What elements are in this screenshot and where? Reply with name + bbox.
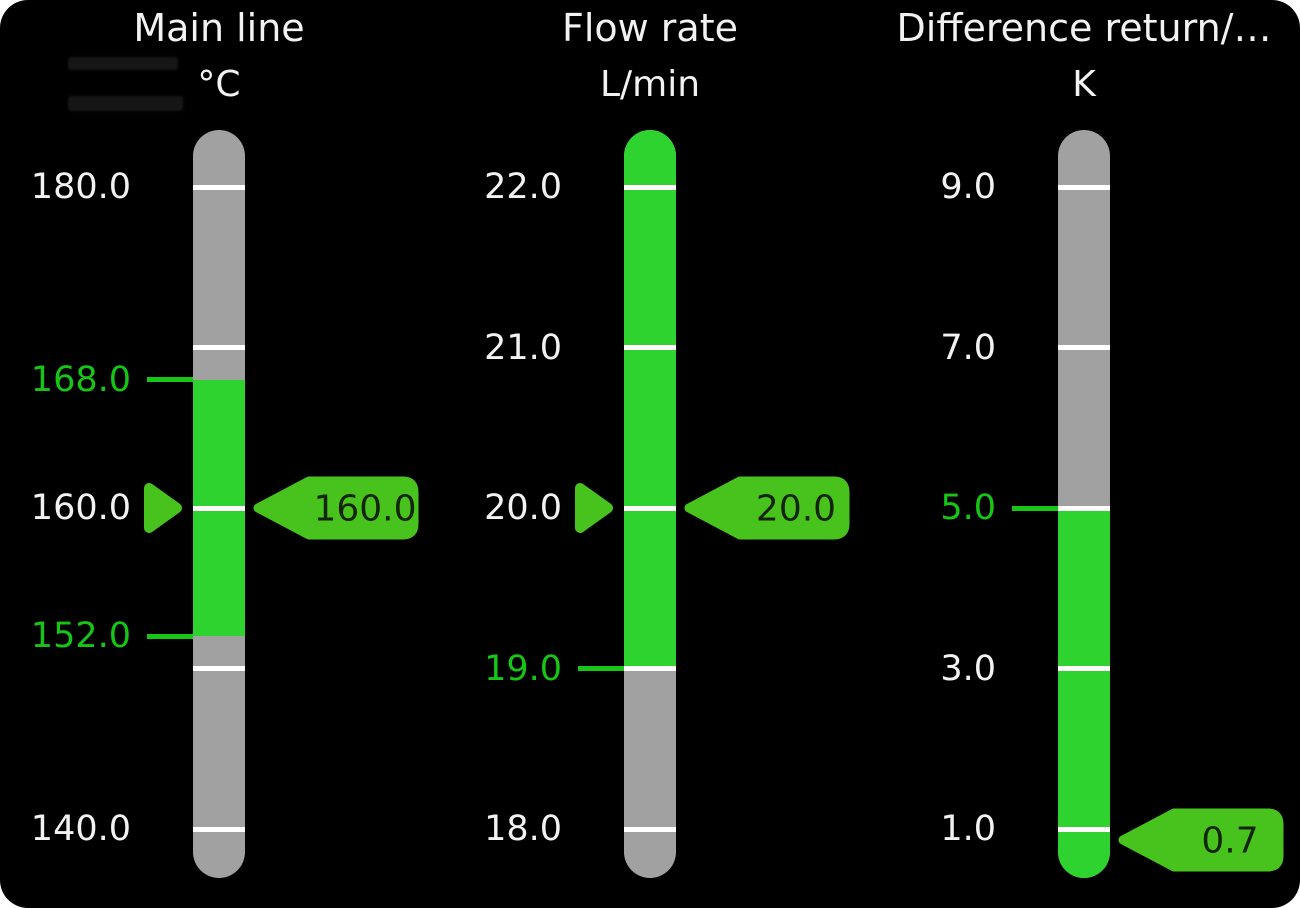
scale-tick xyxy=(193,345,245,350)
scale-tick-label: 160.0 xyxy=(30,488,131,528)
limit-marker-line xyxy=(1012,505,1058,511)
limit-marker-line xyxy=(147,377,193,383)
value-badge-text: 160.0 xyxy=(313,489,416,530)
scale-tick-label: 9.0 xyxy=(940,167,996,207)
limit-marker-line xyxy=(147,633,193,639)
scale-tick xyxy=(1058,345,1110,350)
limit-label: 19.0 xyxy=(484,648,562,689)
gauge-bar xyxy=(193,130,245,878)
redacted-artifact xyxy=(68,57,178,70)
value-badge: 160.0 xyxy=(253,474,419,546)
scale-tick xyxy=(193,184,245,190)
gauge-unit-label: °C xyxy=(197,64,241,105)
limit-label: 152.0 xyxy=(30,616,131,657)
scale-tick-label: 18.0 xyxy=(484,809,562,849)
scale-tick xyxy=(193,666,245,671)
scale-tick-label: 1.0 xyxy=(940,809,996,849)
scale-tick xyxy=(624,826,676,832)
value-pointer-icon xyxy=(143,481,183,539)
green-ok-zone xyxy=(1058,508,1110,878)
scale-tick xyxy=(193,505,245,511)
scale-tick xyxy=(1058,505,1110,511)
scale-tick xyxy=(1058,666,1110,671)
redacted-artifact xyxy=(68,96,183,111)
limit-label: 168.0 xyxy=(30,359,131,400)
green-ok-zone xyxy=(624,130,676,669)
gauge-title: Difference return/… xyxy=(896,6,1272,50)
scale-tick-label: 21.0 xyxy=(484,327,562,368)
scale-tick-label: 20.0 xyxy=(484,488,562,528)
value-badge: 20.0 xyxy=(684,474,850,546)
value-badge-text: 0.7 xyxy=(1201,821,1258,862)
scale-tick xyxy=(1058,826,1110,832)
scale-tick-label: 140.0 xyxy=(30,809,131,849)
limit-marker-line xyxy=(578,666,624,671)
gauge-unit-label: K xyxy=(1072,64,1096,105)
scale-tick-label: 7.0 xyxy=(940,327,996,368)
gauge-title: Flow rate xyxy=(561,6,738,50)
scale-tick xyxy=(1058,184,1110,190)
gauge-title: Main line xyxy=(133,6,305,50)
scale-tick xyxy=(193,826,245,832)
scale-tick-label: 22.0 xyxy=(484,167,562,207)
scale-tick-label: 180.0 xyxy=(30,167,131,207)
value-badge-text: 20.0 xyxy=(756,489,836,530)
gauge-bar xyxy=(1058,130,1110,878)
scale-tick xyxy=(624,505,676,511)
value-pointer-icon xyxy=(574,481,614,539)
scale-tick xyxy=(624,184,676,190)
value-badge: 0.7 xyxy=(1118,806,1284,878)
limit-label: 5.0 xyxy=(940,488,996,528)
scale-tick xyxy=(624,666,676,671)
gauge-bar xyxy=(624,130,676,878)
scale-tick-label: 3.0 xyxy=(940,648,996,689)
scale-tick xyxy=(624,345,676,350)
gauge-unit-label: L/min xyxy=(599,64,701,105)
